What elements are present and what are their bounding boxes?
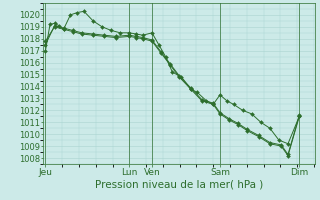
X-axis label: Pression niveau de la mer( hPa ): Pression niveau de la mer( hPa ) — [95, 180, 263, 190]
